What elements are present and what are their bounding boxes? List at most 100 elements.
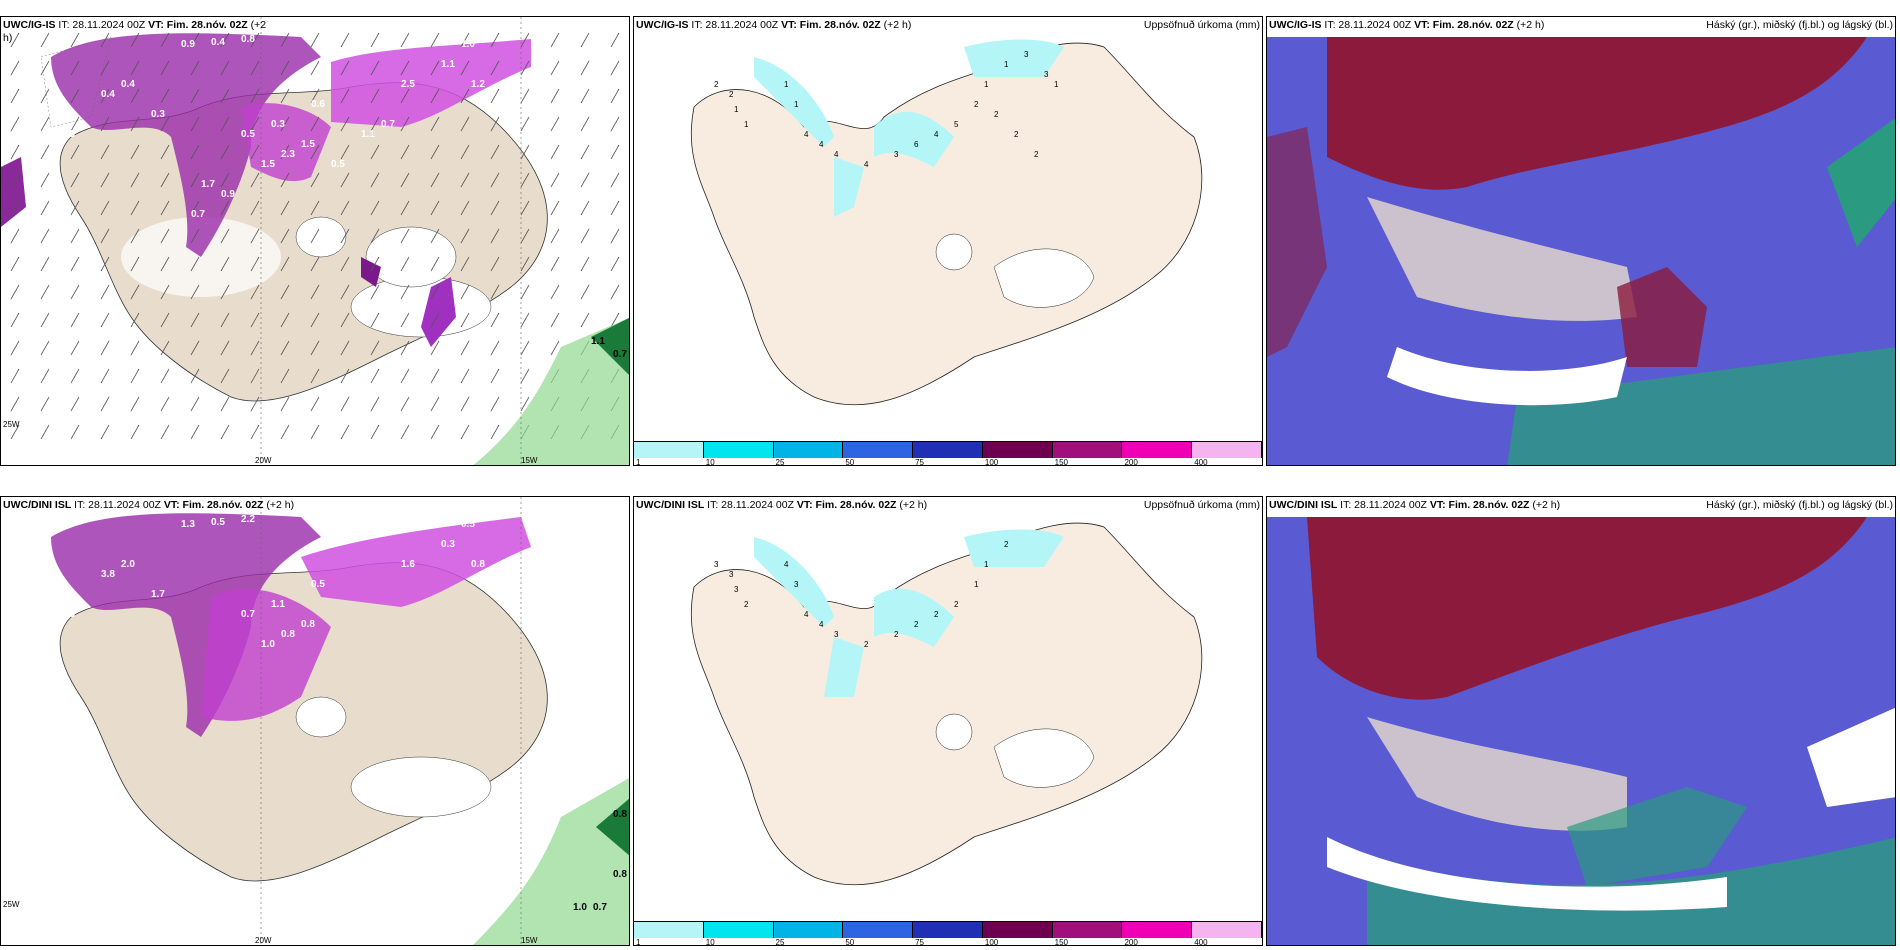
value-label: 0.8 — [471, 559, 485, 570]
value-label: 2 — [994, 110, 999, 119]
wind-barb — [280, 284, 290, 300]
wind-barb — [340, 396, 350, 412]
wind-barb — [100, 32, 110, 48]
colorbar-cell — [703, 442, 774, 458]
value-label: 0.7 — [381, 119, 395, 130]
colorbar-tick: 25 — [775, 458, 785, 466]
panel-wind-top: UWC/IG-IS IT: 28.11.2024 00Z VT: Fim. 28… — [0, 16, 630, 466]
colorbar-tick: 100 — [984, 458, 999, 466]
wind-barb — [520, 32, 530, 48]
wind-barb — [130, 368, 140, 384]
value-label: 3 — [1044, 70, 1049, 79]
wind-barb — [400, 228, 410, 244]
wind-barb — [520, 200, 530, 216]
wind-barb — [160, 116, 170, 132]
wind-barb — [400, 256, 410, 272]
value-label: 2 — [1014, 130, 1019, 139]
colorbar-tick: 10 — [705, 458, 715, 466]
wind-barb — [40, 312, 50, 328]
wind-barb — [340, 256, 350, 272]
panel-title: UWC/IG-IS IT: 28.11.2024 00Z VT: Fim. 28… — [636, 19, 1260, 31]
value-label: 1.1 — [361, 129, 375, 140]
wind-barb — [10, 396, 20, 412]
wind-barb — [100, 256, 110, 272]
wind-barb — [430, 144, 440, 160]
wind-barb — [310, 228, 320, 244]
wind-barb — [280, 172, 290, 188]
contour-value: 0.7 — [593, 902, 607, 913]
value-label: 0.8 — [281, 629, 295, 640]
wind-barb — [190, 200, 200, 216]
wind-barb — [100, 172, 110, 188]
wind-barb — [460, 396, 470, 412]
value-label: 2 — [864, 640, 869, 649]
value-label: 1 — [1054, 80, 1059, 89]
wind-barb — [550, 60, 560, 76]
wind-barb — [490, 424, 500, 440]
wind-barb — [310, 396, 320, 412]
wind-barb — [460, 340, 470, 356]
colorbar-tick: 10 — [705, 938, 715, 946]
wind-barb — [340, 424, 350, 440]
colorbar-tick: 50 — [845, 458, 855, 466]
wind-barb — [220, 312, 230, 328]
value-label: 2.2 — [241, 514, 255, 525]
colorbar-cell — [1192, 922, 1262, 938]
wind-barb — [610, 116, 620, 132]
value-label: 1.0 — [461, 39, 475, 50]
wind-barb — [10, 228, 20, 244]
wind-barb — [490, 396, 500, 412]
colorbar-cell — [843, 922, 914, 938]
wind-barb — [250, 172, 260, 188]
contour-value: 0.8 — [613, 869, 627, 880]
value-label: 0.9 — [221, 189, 235, 200]
value-label: 4 — [934, 130, 939, 139]
wind-barb — [280, 60, 290, 76]
wind-barb — [40, 368, 50, 384]
wind-barb — [220, 424, 230, 440]
wind-barb — [460, 368, 470, 384]
wind-barb — [130, 116, 140, 132]
wind-barb — [400, 116, 410, 132]
wind-barb — [490, 256, 500, 272]
colorbar-tick: 400 — [1194, 938, 1208, 946]
colorbar-tick: 25 — [775, 938, 785, 946]
wind-barb — [310, 116, 320, 132]
wind-barb — [70, 396, 80, 412]
wind-barb — [310, 200, 320, 216]
wind-barb — [430, 256, 440, 272]
wind-barb — [490, 368, 500, 384]
value-label: 4 — [804, 130, 809, 139]
panel-wind-bottom: UWC/DINI ISL IT: 28.11.2024 00Z VT: Fim.… — [0, 496, 630, 946]
wind-barb — [220, 228, 230, 244]
wind-barb — [310, 32, 320, 48]
wind-barb — [310, 284, 320, 300]
wind-barb — [430, 172, 440, 188]
wind-barb — [40, 116, 50, 132]
panel-title: UWC/DINI ISL IT: 28.11.2024 00Z VT: Fim.… — [1269, 499, 1893, 511]
colorbar-tick: 200 — [1124, 458, 1138, 466]
wind-barb — [190, 256, 200, 272]
wind-barb — [340, 228, 350, 244]
wind-barb — [310, 60, 320, 76]
wind-barb — [400, 284, 410, 300]
wind-barb — [40, 284, 50, 300]
wind-barb — [250, 312, 260, 328]
wind-barb — [430, 424, 440, 440]
wind-barb — [160, 368, 170, 384]
value-label: 2 — [729, 90, 734, 99]
wind-barb — [610, 228, 620, 244]
wind-barb — [190, 340, 200, 356]
wind-barb — [340, 312, 350, 328]
value-label: 4 — [834, 150, 839, 159]
colorbar-cell — [843, 442, 914, 458]
wind-barb — [280, 256, 290, 272]
wind-barb — [370, 200, 380, 216]
colorbar-tick: 50 — [845, 938, 855, 946]
wind-barb — [160, 200, 170, 216]
wind-barb — [400, 200, 410, 216]
wind-barb — [40, 60, 50, 76]
wind-barb — [70, 172, 80, 188]
